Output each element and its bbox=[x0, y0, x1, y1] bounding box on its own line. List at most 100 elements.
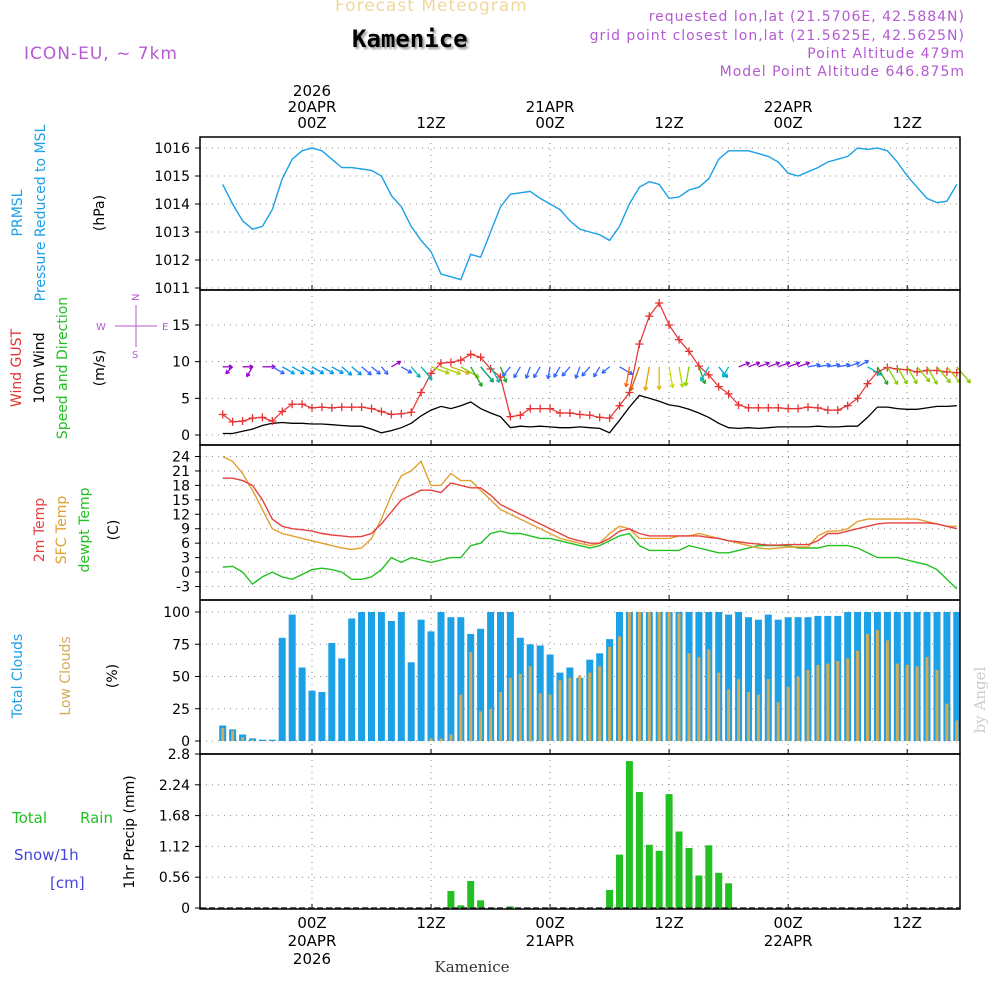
arrow-shaft bbox=[575, 366, 581, 379]
arrow-shaft bbox=[311, 366, 325, 375]
arrow-head bbox=[601, 371, 607, 374]
gust-marker bbox=[843, 401, 852, 410]
arrow-head bbox=[658, 385, 662, 390]
arrow-head bbox=[457, 370, 461, 375]
low-cloud-bar bbox=[826, 663, 830, 741]
wind-direction-arrow bbox=[698, 366, 707, 385]
arrow-head bbox=[418, 373, 421, 378]
y-tick-label: 50 bbox=[172, 670, 190, 686]
wind-direction-arrow bbox=[513, 366, 521, 379]
gust-marker bbox=[357, 403, 366, 412]
arrow-shaft bbox=[827, 364, 841, 368]
low-cloud-bar bbox=[687, 653, 691, 741]
y-tick-label: 1014 bbox=[154, 197, 190, 213]
compass-e: E bbox=[162, 322, 168, 333]
arrow-shaft bbox=[936, 366, 951, 384]
arrow-shaft bbox=[698, 366, 706, 384]
gust-marker bbox=[536, 404, 545, 413]
arrow-shaft bbox=[807, 364, 821, 368]
arrow-shaft bbox=[351, 366, 362, 376]
arrow-shaft bbox=[533, 366, 541, 379]
total-cloud-bar bbox=[377, 612, 385, 741]
panel-frame bbox=[199, 136, 961, 291]
gust-marker bbox=[258, 413, 267, 422]
wind-direction-arrow bbox=[886, 366, 899, 386]
low-cloud-bar bbox=[489, 708, 493, 742]
wind-direction-arrow bbox=[721, 366, 730, 378]
arrow-shaft bbox=[817, 363, 831, 368]
wind-direction-arrow bbox=[391, 360, 402, 368]
arrow-head bbox=[682, 383, 685, 388]
requested-location: requested lon,lat (21.5706E, 42.5884N) bbox=[648, 9, 965, 25]
wind-direction-arrow bbox=[351, 366, 362, 376]
low-cloud-bar bbox=[836, 661, 840, 741]
wind-direction-arrow bbox=[876, 366, 889, 386]
low-cloud-bar bbox=[588, 672, 592, 741]
low-cloud-bar bbox=[479, 711, 483, 741]
arrow-head bbox=[502, 373, 507, 377]
wind-direction-arrow bbox=[619, 366, 634, 375]
total-cloud-bar bbox=[397, 612, 405, 741]
wind-direction-arrow bbox=[847, 361, 861, 368]
gust-marker bbox=[317, 403, 326, 412]
y-tick-label: 25 bbox=[172, 702, 190, 718]
gust-marker bbox=[327, 403, 336, 412]
arrow-head bbox=[816, 362, 821, 366]
low-cloud-bar bbox=[439, 738, 443, 741]
low-cloud-bar bbox=[766, 679, 770, 741]
temp-label-unit: (C) bbox=[106, 520, 122, 541]
total-cloud-bar bbox=[427, 631, 435, 741]
dewpoint-line bbox=[222, 530, 958, 590]
time-label-bottom: 2026 bbox=[293, 950, 331, 968]
time-label-bottom: 00Z bbox=[535, 914, 564, 932]
gust-marker bbox=[228, 417, 237, 426]
rain-bar bbox=[467, 881, 475, 908]
gust-marker bbox=[684, 347, 693, 356]
arrow-shaft bbox=[331, 366, 344, 374]
time-label-top: 21APR bbox=[526, 98, 575, 116]
low-cloud-bar bbox=[856, 650, 860, 741]
rain-bar bbox=[685, 848, 693, 908]
gust-marker bbox=[764, 403, 773, 412]
gust-marker bbox=[913, 367, 922, 376]
rain-bar bbox=[705, 845, 713, 908]
gust-marker bbox=[496, 373, 505, 382]
wind-direction-arrow bbox=[380, 366, 389, 375]
arrow-shaft bbox=[525, 366, 531, 379]
wind-direction-arrow bbox=[668, 366, 675, 389]
gust-marker bbox=[774, 403, 783, 412]
total-cloud-bar bbox=[348, 618, 356, 741]
gust-marker bbox=[367, 404, 376, 413]
wind-direction-arrow bbox=[624, 366, 631, 388]
arrow-head bbox=[593, 374, 598, 378]
low-cloud-bar bbox=[875, 630, 879, 741]
low-cloud-bar bbox=[548, 694, 552, 741]
wind-direction-arrow bbox=[561, 366, 571, 377]
gust-marker bbox=[794, 404, 803, 413]
arrow-head bbox=[704, 379, 707, 384]
wind-direction-arrow bbox=[574, 366, 581, 379]
total-cloud-bar bbox=[417, 619, 425, 741]
total-cloud-bar bbox=[487, 612, 495, 741]
low-cloud-bar bbox=[231, 730, 235, 741]
total-cloud-bar bbox=[278, 637, 286, 741]
gust-marker bbox=[833, 406, 842, 415]
arrow-head bbox=[672, 383, 675, 388]
wind-direction-arrow bbox=[656, 366, 662, 390]
arrow-shaft bbox=[450, 366, 470, 375]
gust-marker bbox=[436, 359, 445, 368]
low-cloud-bar bbox=[846, 658, 850, 741]
wind-direction-arrow bbox=[916, 366, 931, 383]
arrow-shaft bbox=[593, 366, 601, 378]
arrow-head bbox=[321, 369, 325, 374]
total-cloud-bar bbox=[447, 617, 455, 741]
low-cloud-bar bbox=[459, 694, 463, 741]
pressure-label-msl: Pressure Reduced to MSL bbox=[33, 124, 49, 301]
arrow-shaft bbox=[271, 366, 285, 375]
gust-marker bbox=[506, 412, 515, 421]
low-cloud-bar bbox=[756, 694, 760, 741]
arrow-shaft bbox=[896, 366, 908, 385]
arrow-shaft bbox=[876, 366, 889, 385]
low-cloud-bar bbox=[786, 686, 790, 741]
time-label-bottom: 22APR bbox=[764, 932, 813, 950]
